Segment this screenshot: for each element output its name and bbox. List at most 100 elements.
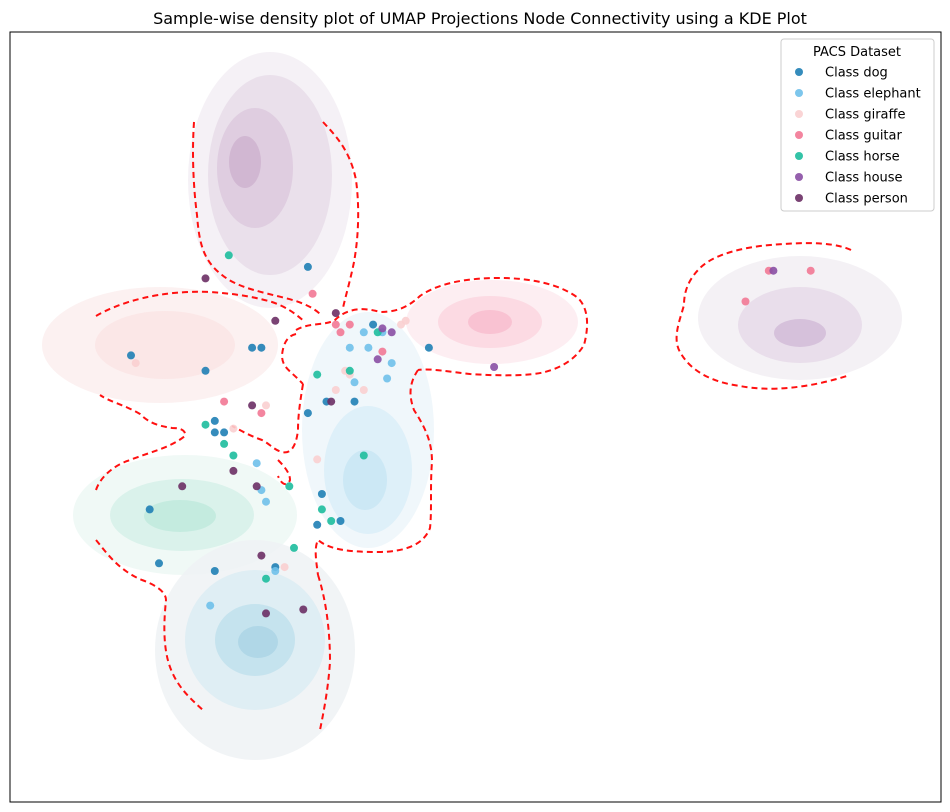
point-class-guitar-0 <box>308 289 317 298</box>
point-class-person-7 <box>252 482 261 491</box>
kde-region-person-top-peak <box>229 136 261 188</box>
point-class-dog-12 <box>145 505 154 514</box>
point-class-guitar-3 <box>345 320 354 329</box>
point-class-dog-8 <box>424 343 433 352</box>
point-class-elephant-7 <box>383 374 392 383</box>
point-class-dog-13 <box>210 567 219 575</box>
boundary-left-giraffe <box>95 290 306 323</box>
point-class-giraffe-3 <box>359 386 368 394</box>
chart-title: Sample-wise density plot of UMAP Project… <box>153 9 807 28</box>
legend-item-class-house: Class house <box>795 171 903 186</box>
point-class-horse-10 <box>327 517 336 525</box>
point-class-elephant-1 <box>364 343 373 352</box>
legend-label-class-elephant: Class elephant <box>825 87 921 102</box>
boundary-mid-left <box>280 333 304 385</box>
point-class-house-1 <box>387 328 396 337</box>
point-class-dog-9 <box>210 428 219 437</box>
boundary-right <box>675 242 852 390</box>
point-class-person-8 <box>257 551 266 560</box>
legend-item-class-elephant: Class elephant <box>795 87 921 102</box>
legend-label-class-horse: Class horse <box>825 150 900 165</box>
point-class-person-6 <box>229 466 238 475</box>
point-class-dog-19 <box>303 262 312 271</box>
point-class-horse-2 <box>345 366 354 375</box>
point-class-giraffe-9 <box>262 401 270 410</box>
point-class-giraffe-8 <box>229 424 238 433</box>
legend-label-class-giraffe: Class giraffe <box>825 108 905 123</box>
legend-title: PACS Dataset <box>813 45 901 60</box>
point-class-guitar-7 <box>741 297 750 306</box>
boundary-mid-right <box>314 369 434 576</box>
legend-label-class-dog: Class dog <box>825 66 888 81</box>
boundary-inner <box>231 383 304 454</box>
legend-item-class-horse: Class horse <box>795 150 900 165</box>
legend-box <box>780 38 935 212</box>
point-class-elephant-8 <box>387 359 396 368</box>
point-class-guitar-5 <box>220 397 229 406</box>
legend-marker-class-guitar <box>795 131 803 139</box>
point-class-dog-0 <box>127 351 135 360</box>
kde-region-elephant-peak <box>343 450 387 510</box>
point-class-person-2 <box>331 309 340 318</box>
legend-item-class-person: Class person <box>795 192 908 207</box>
point-class-giraffe-7 <box>280 563 289 572</box>
point-class-guitar-4 <box>378 347 387 356</box>
kde-region-elephant-bottom-center <box>238 626 278 658</box>
point-class-elephant-0 <box>345 343 354 352</box>
boundary-top-left <box>192 121 321 315</box>
point-class-elephant-9 <box>206 601 215 610</box>
point-class-dog-17 <box>155 559 163 568</box>
point-class-horse-7 <box>359 451 368 460</box>
boundary-inner-2 <box>277 459 292 486</box>
legend-marker-class-person <box>795 194 803 202</box>
point-class-giraffe-5 <box>401 316 410 325</box>
point-class-dog-11 <box>220 428 229 437</box>
point-class-elephant-6 <box>262 497 270 506</box>
point-class-person-10 <box>299 605 308 614</box>
point-class-guitar-6 <box>257 409 266 418</box>
legend-marker-class-dog <box>795 68 803 76</box>
scatter-points <box>127 251 815 618</box>
point-class-elephant-10 <box>271 567 280 575</box>
kde-region-horse-peak <box>144 500 216 532</box>
point-class-person-5 <box>178 482 187 491</box>
point-class-horse-6 <box>229 451 238 460</box>
point-class-dog-2 <box>248 343 257 352</box>
point-class-house-3 <box>490 363 499 371</box>
boundary-bottom-right <box>317 574 332 731</box>
point-class-giraffe-0 <box>131 359 140 368</box>
point-class-dog-7 <box>369 320 378 329</box>
boundary-center-loop <box>295 276 589 377</box>
point-class-giraffe-1 <box>331 386 340 394</box>
legend-marker-class-house <box>795 173 803 181</box>
point-class-horse-8 <box>285 482 294 491</box>
legend-items: Class dog Class elephant Class giraffe Clas… <box>795 66 921 207</box>
legend-marker-class-giraffe <box>795 110 803 118</box>
point-class-house-2 <box>373 355 382 364</box>
point-class-guitar-9 <box>806 266 815 275</box>
point-class-house-4 <box>769 266 778 275</box>
point-class-giraffe-6 <box>313 455 322 464</box>
point-class-dog-3 <box>257 343 266 352</box>
point-class-horse-11 <box>290 543 298 552</box>
boundary-top-right <box>322 121 360 309</box>
point-class-person-0 <box>201 274 210 283</box>
point-class-horse-5 <box>220 439 229 448</box>
legend-label-class-guitar: Class guitar <box>825 129 903 144</box>
point-class-elephant-3 <box>359 328 368 337</box>
point-class-guitar-1 <box>331 320 340 329</box>
point-class-horse-0 <box>224 251 233 260</box>
point-class-elephant-4 <box>252 459 261 468</box>
legend-item-class-dog: Class dog <box>795 66 888 81</box>
point-class-horse-9 <box>317 505 326 514</box>
boundary-horse-bottom <box>95 539 206 713</box>
point-class-dog-10 <box>210 416 219 425</box>
legend-marker-class-horse <box>795 152 803 160</box>
legend-label-class-person: Class person <box>825 192 908 207</box>
point-class-person-9 <box>262 609 270 618</box>
point-class-elephant-11 <box>350 378 359 387</box>
point-class-person-3 <box>248 401 257 410</box>
point-class-dog-14 <box>317 490 326 498</box>
